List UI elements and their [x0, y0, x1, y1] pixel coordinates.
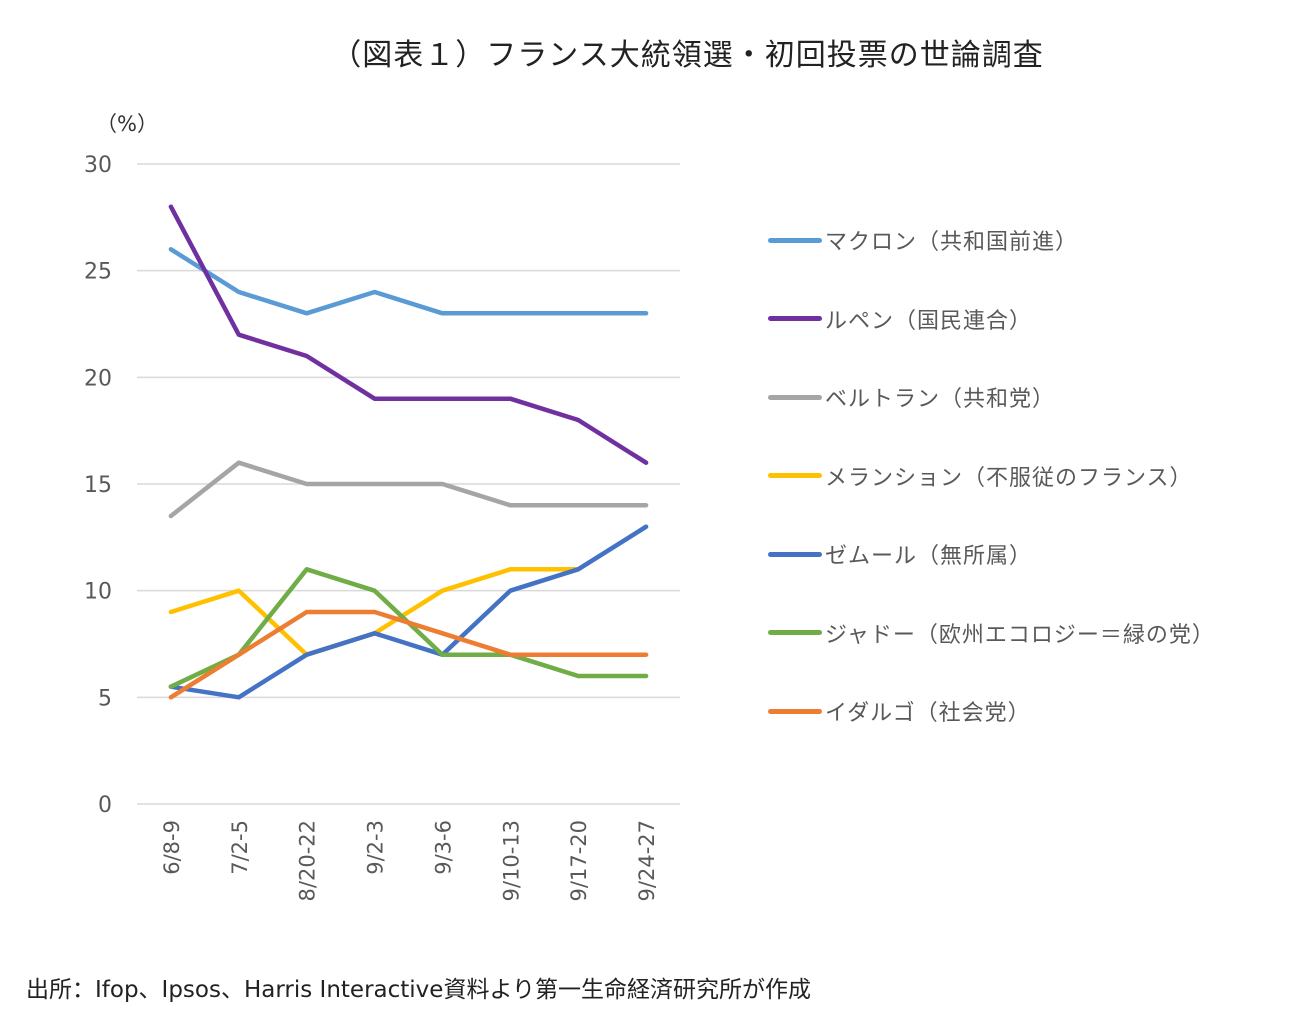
series-line-2 [168, 460, 649, 519]
x-tick-label: 9/3-6 [431, 820, 455, 875]
legend-swatch [768, 630, 822, 635]
x-tick-label: 6/8-9 [160, 820, 184, 875]
y-tick-label: 0 [98, 793, 112, 818]
legend-label: ベルトラン（共和党） [825, 387, 1056, 412]
x-tick-label: 9/2-3 [364, 820, 388, 875]
legend-label: メランション（不服従のフランス） [825, 465, 1193, 491]
series-line-4 [168, 524, 649, 700]
x-tick-label: 9/24-27 [635, 820, 659, 901]
chart-title: （図表１）フランス大統領選・初回投票の世論調査 [331, 38, 1044, 73]
series-line-6 [168, 609, 649, 700]
x-tick-label: 7/2-5 [228, 820, 252, 875]
series-line-5 [168, 567, 649, 689]
y-tick-label: 15 [84, 473, 112, 498]
x-tick-label: 8/20-22 [296, 820, 320, 901]
legend-swatch [768, 708, 822, 714]
legend-label: ルペン（国民連合） [825, 308, 1033, 334]
series-line-0 [168, 247, 649, 316]
y-tick-label: 30 [84, 153, 112, 178]
legend-swatch [768, 473, 822, 478]
legend-swatch [768, 394, 822, 400]
legend-item: マクロン（共和国前進） [768, 220, 1078, 260]
y-tick-label: 10 [84, 580, 112, 605]
legend-item: ルペン（国民連合） [768, 299, 1032, 339]
gridlines [137, 163, 680, 805]
y-tick-label: 20 [84, 366, 112, 391]
legend-label: マクロン（共和国前進） [825, 230, 1079, 255]
y-tick-label: 25 [84, 260, 112, 285]
source-note: 出所：Ifop、Ipsos、Harris Interactive資料より第一生命… [26, 977, 811, 1003]
legend-swatch [768, 316, 822, 321]
legend-label: ジャドー（欧州エコロジー＝緑の党） [825, 622, 1215, 648]
legend-swatch [768, 551, 822, 557]
legend-label: ゼムール（無所属） [825, 544, 1033, 569]
legend-item: ジャドー（欧州エコロジー＝緑の党） [768, 613, 1215, 653]
x-axis-ticks: 6/8-9 7/2-5 8/20-22 9/2-3 9/3-6 9/10-13 9/17-2… [160, 820, 659, 901]
y-tick-label: 5 [98, 686, 112, 711]
legend-item: メランション（不服従のフランス） [768, 456, 1193, 496]
y-axis-ticks: 0 5 10 15 20 25 30 [84, 153, 112, 818]
x-tick-label: 9/17-20 [567, 820, 591, 901]
y-axis-unit-label: （%） [96, 112, 158, 136]
legend-label: イダルゴ（社会党） [825, 701, 1031, 726]
legend-item: ベルトラン（共和党） [768, 377, 1055, 417]
legend-item: ゼムール（無所属） [768, 534, 1032, 574]
legend-swatch [768, 237, 822, 243]
series-line-1 [168, 204, 649, 465]
series-lines [168, 204, 649, 700]
x-tick-label: 9/10-13 [499, 820, 523, 901]
legend-item: イダルゴ（社会党） [768, 691, 1031, 731]
